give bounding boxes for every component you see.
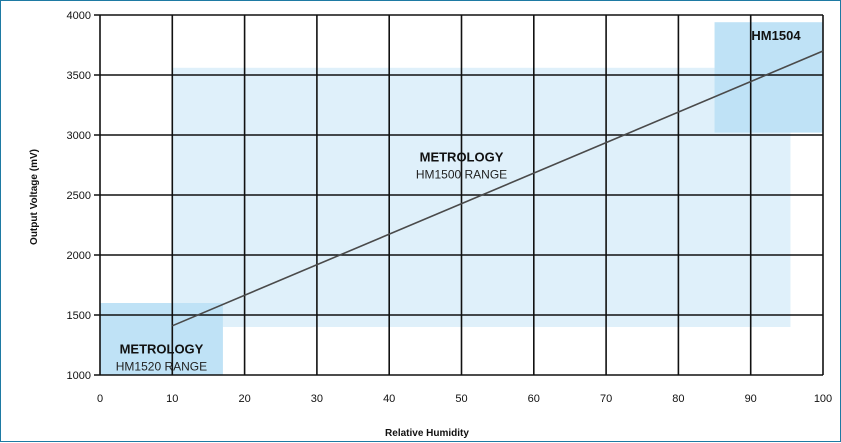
x-axis-title: Relative Humidity — [385, 428, 469, 439]
x-tick-label: 50 — [455, 393, 467, 405]
x-tick-label: 30 — [311, 393, 323, 405]
series-line-0 — [171, 50, 824, 327]
y-tick-label: 3000 — [67, 130, 91, 142]
x-tick-label: 0 — [97, 393, 103, 405]
y-tick-label: 4000 — [67, 10, 91, 22]
x-tick-label: 60 — [528, 393, 540, 405]
y-axis-title: Output Voltage (mV) — [29, 149, 40, 245]
region-subtitle-1: HM1520 RANGE — [116, 359, 207, 373]
region-title-0: METROLOGY — [420, 149, 504, 164]
range-region-0 — [172, 67, 791, 328]
x-tick-label: 100 — [814, 393, 832, 405]
x-tick-label: 20 — [238, 393, 250, 405]
x-tick-label: 80 — [672, 393, 684, 405]
y-tick-label: 3500 — [67, 70, 91, 82]
y-tick-label: 1500 — [67, 310, 91, 322]
x-tick-label: 40 — [383, 393, 395, 405]
y-tick-label: 1000 — [67, 370, 91, 382]
grid-layer — [94, 14, 824, 376]
y-tick-label: 2500 — [67, 190, 91, 202]
y-tick-label: 2000 — [67, 250, 91, 262]
x-tick-label: 90 — [745, 393, 757, 405]
x-tick-label: 70 — [600, 393, 612, 405]
x-tick-label: 10 — [166, 393, 178, 405]
series-layer — [171, 50, 824, 327]
region-subtitle-0: HM1500 RANGE — [416, 167, 507, 181]
region-title-1: METROLOGY — [120, 341, 204, 356]
labels-layer: 0 10 20 30 40 50 60 70 80 90 100 1000 1500 2000 2500 30… — [67, 10, 833, 405]
range-region-2 — [714, 22, 823, 133]
region-title-2: HM1504 — [751, 28, 801, 43]
